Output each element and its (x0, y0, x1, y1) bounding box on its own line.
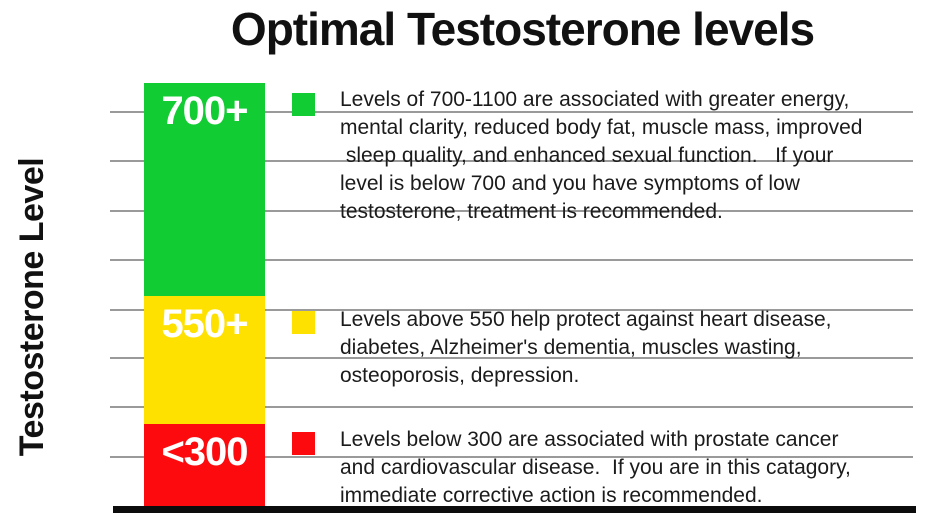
legend-swatch-red (292, 432, 315, 455)
gridline (110, 210, 913, 212)
bar-segment-low: <300 (144, 424, 265, 507)
annotation-text-low: Levels below 300 are associated with pro… (340, 428, 851, 507)
annotation-text-optimal: Levels of 700-1100 are associated with g… (340, 88, 863, 223)
bar-segment-optimal: 700+ (144, 83, 265, 296)
legend-swatch-green (292, 93, 315, 116)
bar-segment-protective: 550+ (144, 296, 265, 424)
gridline (110, 456, 913, 458)
gridline (110, 259, 913, 261)
bar-segment-label-below300: <300 (161, 430, 248, 474)
stacked-bar: 700+ 550+ <300 (144, 83, 265, 507)
gridline (110, 160, 913, 162)
x-axis-line (113, 506, 916, 513)
chart-title: Optimal Testosterone levels (230, 3, 815, 55)
gridline (110, 357, 913, 359)
gridline (110, 309, 913, 311)
y-axis-label: Testosterone Level (13, 157, 51, 457)
bar-segment-label-550plus: 550+ (161, 302, 248, 346)
gridline (110, 111, 913, 113)
annotation-text-protective: Levels above 550 help protect against he… (340, 308, 832, 387)
gridline (110, 406, 913, 408)
bar-segment-label-700plus: 700+ (161, 89, 248, 133)
legend-swatch-yellow (292, 311, 315, 334)
